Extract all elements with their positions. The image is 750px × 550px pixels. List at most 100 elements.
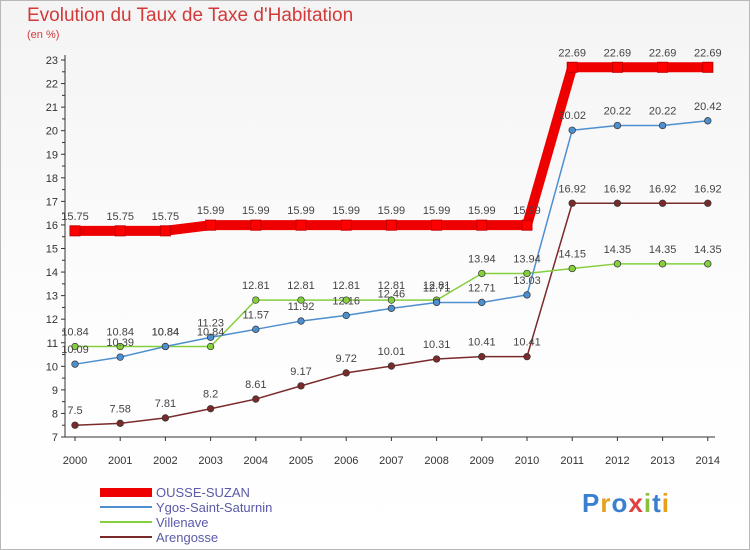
- chart-title: Evolution du Taux de Taxe d'Habitation: [27, 5, 354, 26]
- point-ousse-suzan: [340, 219, 352, 231]
- data-label-ygos-saint-saturnin: 11.23: [197, 317, 224, 329]
- x-tick-label: 2011: [560, 455, 584, 467]
- data-label-ygos-saint-saturnin: 12.46: [378, 288, 406, 300]
- logo-letter: i: [661, 488, 670, 518]
- point-arengosse: [297, 382, 305, 390]
- data-label-ousse-suzan: 15.99: [378, 205, 406, 217]
- point-ygos-saint-saturnin: [342, 311, 350, 320]
- x-tick-label: 2010: [515, 455, 539, 467]
- point-ousse-suzan: [702, 61, 714, 73]
- data-label-ygos-saint-saturnin: 20.22: [649, 106, 677, 118]
- point-ygos-saint-saturnin: [161, 342, 170, 351]
- point-ousse-suzan: [159, 225, 171, 237]
- data-label-villenave: 14.15: [558, 249, 586, 261]
- legend-item-ygos-saint-saturnin: Ygos-Saint-Saturnin: [100, 499, 272, 515]
- point-villenave: [523, 269, 531, 278]
- point-ousse-suzan: [250, 219, 262, 231]
- data-label-arengosse: 9.17: [290, 366, 311, 378]
- data-label-arengosse: 10.31: [423, 339, 451, 351]
- point-ousse-suzan: [114, 225, 126, 237]
- y-tick-label: 23: [46, 55, 58, 67]
- x-tick-label: 2014: [696, 455, 720, 467]
- y-tick-label: 11: [47, 338, 58, 350]
- y-tick-label: 16: [46, 220, 58, 232]
- x-tick-label: 2009: [470, 455, 494, 467]
- x-tick-label: 2012: [605, 455, 629, 467]
- data-label-ygos-saint-saturnin: 20.02: [558, 110, 586, 122]
- x-tick-label: 2005: [289, 455, 313, 467]
- x-tick-label: 2013: [650, 455, 674, 467]
- data-label-villenave: 13.94: [513, 253, 541, 265]
- data-label-villenave: 12.81: [378, 280, 406, 292]
- point-ygos-saint-saturnin: [704, 117, 712, 125]
- data-label-ygos-saint-saturnin: 11.92: [288, 301, 315, 313]
- y-tick-label: 17: [46, 196, 58, 208]
- y-tick-label: 9: [52, 385, 58, 397]
- point-ygos-saint-saturnin: [478, 298, 486, 307]
- series-line-arengosse: [74, 202, 708, 426]
- x-tick-label: 2004: [244, 455, 268, 467]
- data-label-arengosse: 7.58: [109, 403, 130, 415]
- data-label-ousse-suzan: 15.99: [468, 205, 496, 217]
- legend-label-arengosse: Arengosse: [156, 529, 219, 545]
- data-label-ousse-suzan: 15.99: [287, 205, 315, 217]
- point-villenave: [116, 342, 124, 351]
- data-label-ousse-suzan: 15.99: [513, 205, 541, 217]
- point-ousse-suzan: [431, 219, 443, 231]
- data-label-villenave: 14.35: [604, 244, 632, 256]
- data-label-arengosse: 16.92: [604, 183, 632, 195]
- legend-label-villenave: Villenave: [156, 514, 209, 530]
- data-label-ygos-saint-saturnin: 12.16: [332, 295, 360, 307]
- data-label-arengosse: 10.41: [468, 337, 496, 349]
- legend-swatch-arengosse: [100, 536, 152, 538]
- data-label-ousse-suzan: 22.69: [558, 47, 586, 59]
- x-tick-label: 2000: [63, 455, 87, 467]
- legend-swatch-ousse-suzan: [100, 487, 152, 497]
- legend-item-villenave: Villenave: [100, 514, 209, 530]
- point-ousse-suzan: [566, 61, 578, 73]
- data-label-villenave: 12.81: [423, 280, 451, 292]
- data-label-villenave: 14.35: [694, 244, 722, 256]
- x-tick-label: 2007: [379, 455, 403, 467]
- point-ygos-saint-saturnin: [432, 298, 441, 307]
- data-label-ygos-saint-saturnin: 10.39: [106, 337, 134, 349]
- y-tick-label: 19: [46, 149, 58, 161]
- legend-swatch-villenave: [100, 521, 152, 523]
- data-label-villenave: 10.84: [197, 327, 225, 339]
- data-label-ousse-suzan: 15.99: [197, 205, 225, 217]
- point-villenave: [297, 296, 305, 304]
- logo-letter: x: [628, 488, 644, 518]
- proxiti-logo: Proxiti: [582, 488, 670, 519]
- data-label-villenave: 14.35: [649, 244, 677, 256]
- y-tick-label: 7: [52, 432, 58, 444]
- point-ygos-saint-saturnin: [206, 333, 215, 341]
- point-arengosse: [568, 199, 576, 207]
- point-villenave: [387, 296, 396, 304]
- point-arengosse: [342, 369, 350, 377]
- point-ygos-saint-saturnin: [387, 304, 396, 312]
- point-ygos-saint-saturnin: [568, 126, 576, 134]
- data-label-arengosse: 10.41: [513, 337, 541, 349]
- point-villenave: [658, 260, 667, 268]
- point-arengosse: [252, 395, 260, 403]
- y-tick-label: 20: [46, 126, 58, 138]
- point-villenave: [252, 296, 260, 304]
- data-label-villenave: 13.94: [468, 253, 496, 265]
- data-label-ygos-saint-saturnin: 12.71: [468, 282, 496, 294]
- point-villenave: [71, 342, 79, 351]
- point-ygos-saint-saturnin: [116, 353, 124, 361]
- data-label-ousse-suzan: 15.99: [423, 205, 451, 217]
- data-label-villenave: 12.81: [242, 280, 270, 292]
- point-arengosse: [613, 199, 622, 207]
- data-label-ousse-suzan: 22.69: [649, 47, 677, 59]
- point-ygos-saint-saturnin: [297, 317, 305, 325]
- data-label-arengosse: 7.81: [155, 398, 176, 410]
- data-label-arengosse: 8.2: [203, 389, 218, 401]
- logo-letter: o: [611, 488, 629, 518]
- data-label-ousse-suzan: 15.99: [332, 205, 360, 217]
- data-label-ousse-suzan: 15.75: [152, 211, 180, 223]
- x-tick-label: 2008: [424, 455, 448, 467]
- point-ousse-suzan: [205, 219, 217, 231]
- data-label-villenave: 10.84: [61, 327, 89, 339]
